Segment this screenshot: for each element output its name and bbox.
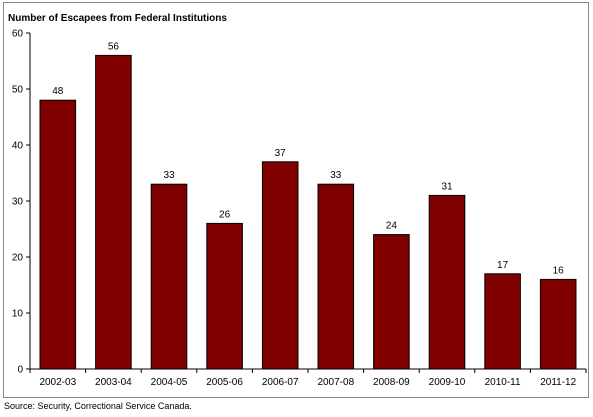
x-tick-label: 2002-03 <box>39 377 76 388</box>
x-tick-label: 2008-09 <box>373 377 410 388</box>
source-note: Source: Security, Correctional Service C… <box>4 401 192 411</box>
bar <box>206 222 243 370</box>
bar <box>317 183 355 370</box>
x-tick-label: 2007-08 <box>317 377 354 388</box>
bar-value-label: 33 <box>330 170 342 181</box>
x-tick-label: 2005-06 <box>206 377 243 388</box>
x-tick-label: 2010-11 <box>485 377 521 388</box>
bar-value-label: 17 <box>497 260 509 271</box>
bar-value-label: 26 <box>219 209 231 220</box>
x-tick-label: 2009-10 <box>429 377 466 388</box>
x-axis: 2002-03 2003-04 2004-05 2005-06 2006-07 2007-… <box>29 368 587 388</box>
bar <box>150 183 188 370</box>
x-tick-label: 2006-07 <box>262 377 299 388</box>
bar-value-label: 37 <box>275 148 287 159</box>
bar <box>39 99 77 370</box>
bar <box>261 161 299 370</box>
bar-value-label: 56 <box>108 41 120 52</box>
y-tick-label: 0 <box>17 365 23 376</box>
y-tick-label: 20 <box>12 253 24 264</box>
y-tick-label: 10 <box>12 309 24 320</box>
bar-value-label: 16 <box>553 265 565 276</box>
x-tick-label: 2011-12 <box>540 377 576 388</box>
y-tick-label: 30 <box>12 197 24 208</box>
x-tick-label: 2003-04 <box>95 377 132 388</box>
y-tick-label: 50 <box>12 85 24 96</box>
y-tick-label: 60 <box>12 29 24 40</box>
y-tick-label: 40 <box>12 141 24 152</box>
bar-value-label: 33 <box>163 170 175 181</box>
y-axis: 0 10 20 30 40 50 60 <box>12 29 31 376</box>
bar <box>484 273 521 370</box>
bar <box>428 194 466 370</box>
bar <box>539 278 577 370</box>
x-tick-label: 2004-05 <box>151 377 188 388</box>
bar <box>95 54 132 370</box>
bar-value-label: 48 <box>52 86 64 97</box>
bars: 48 56 33 26 37 33 24 31 17 16 <box>39 41 577 370</box>
chart-title: Number of Escapees from Federal Institut… <box>8 13 227 24</box>
bar-value-label: 31 <box>441 181 453 192</box>
bar <box>373 234 410 370</box>
bar-value-label: 24 <box>386 221 398 232</box>
